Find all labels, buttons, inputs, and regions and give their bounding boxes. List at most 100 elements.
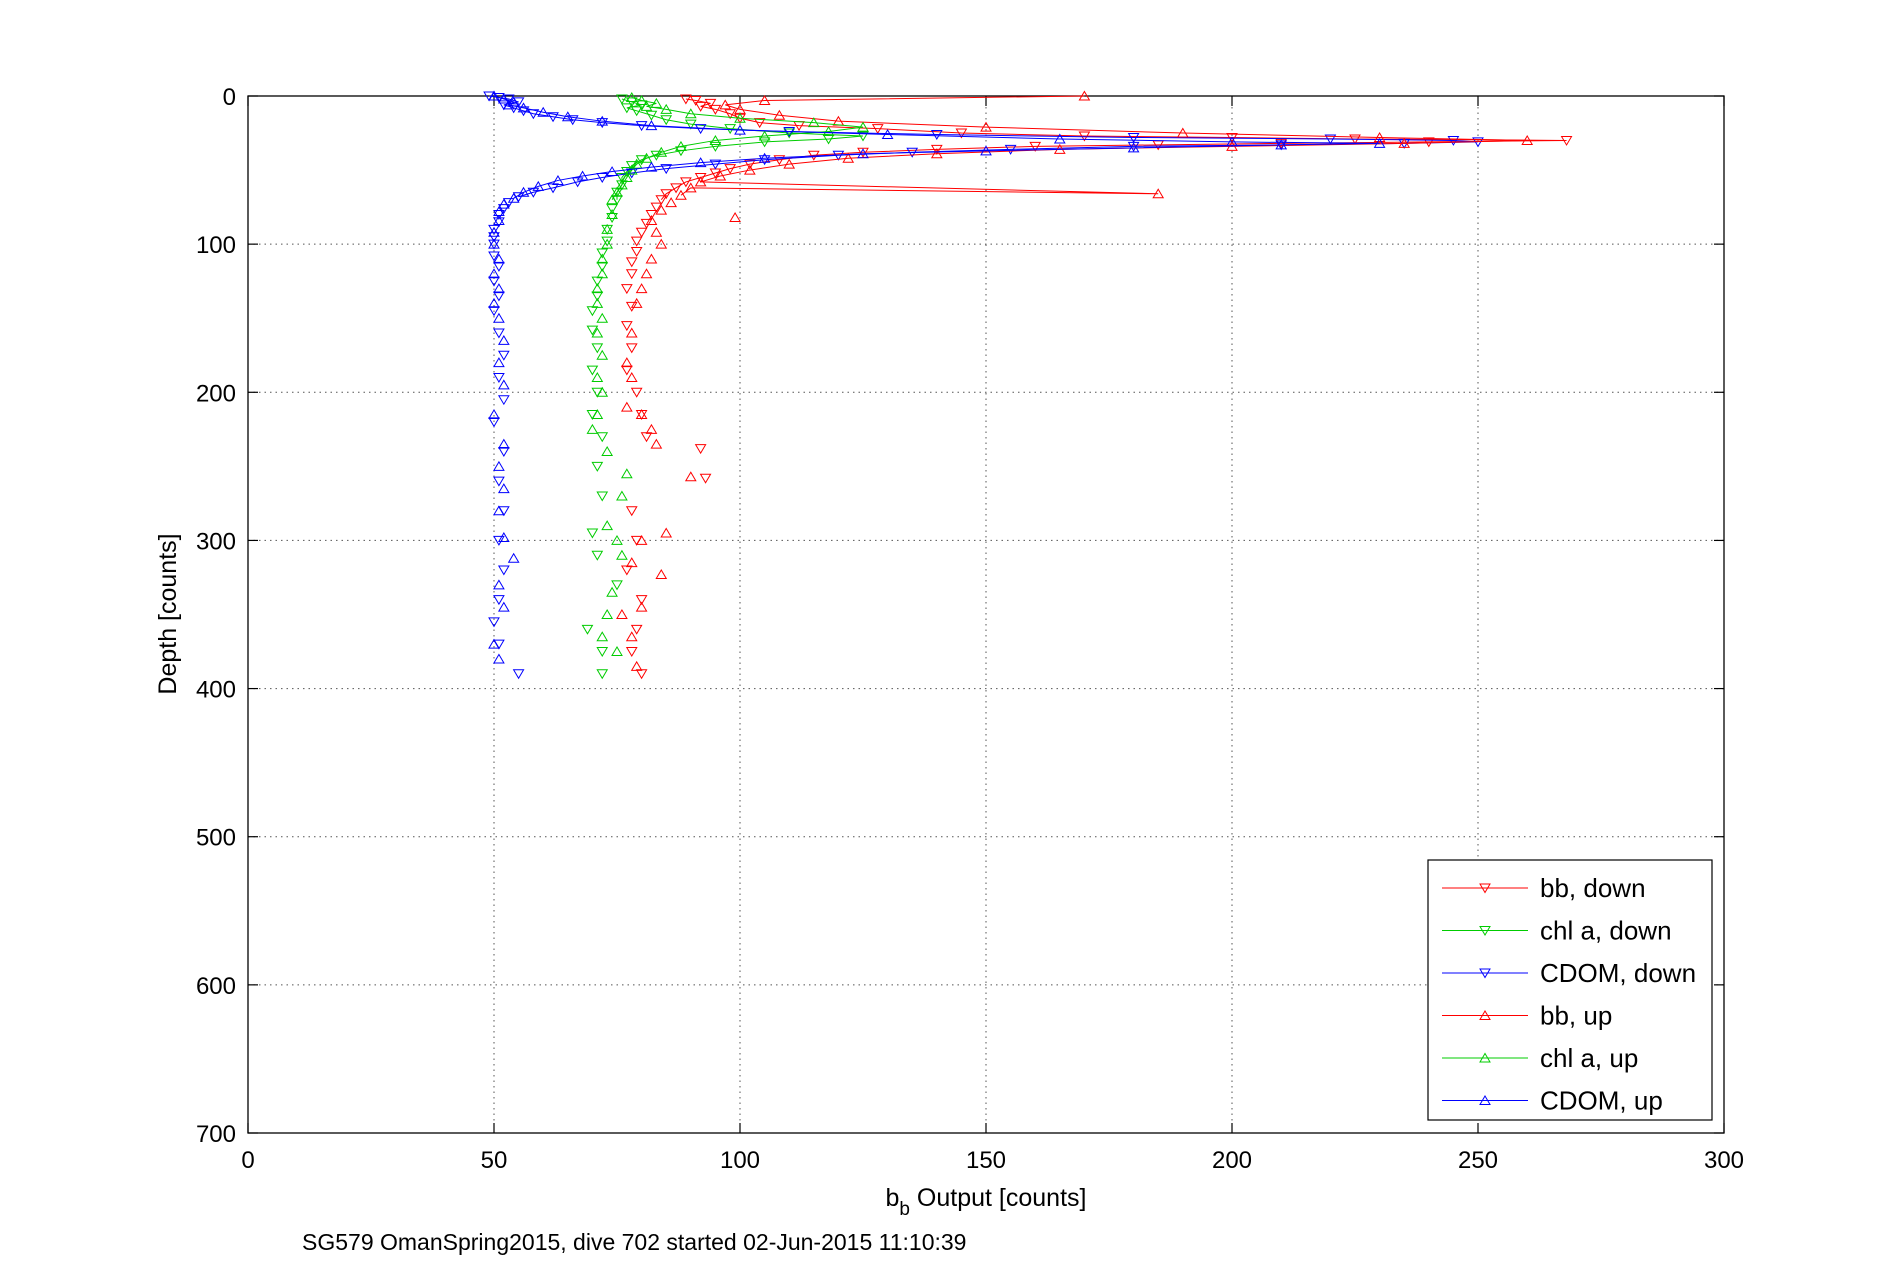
data-point: [596, 115, 609, 126]
data-point: [758, 152, 771, 163]
data-point: [822, 134, 835, 145]
data-point: [502, 99, 515, 110]
data-point: [493, 210, 505, 221]
data-point: [699, 473, 712, 484]
data-point: [660, 103, 673, 114]
data-point: [635, 94, 648, 105]
data-point: [694, 176, 707, 187]
data-point: [497, 204, 510, 215]
series-line: [611, 97, 864, 200]
data-point: [704, 98, 717, 109]
data-point: [493, 291, 505, 302]
data-point: [655, 569, 668, 580]
series-chl-a-up: [586, 91, 869, 657]
data-point: [601, 224, 614, 235]
data-point: [620, 321, 633, 332]
data-point: [488, 224, 500, 235]
data-point: [606, 166, 618, 177]
data-point: [497, 334, 510, 345]
data-point: [1053, 133, 1066, 144]
x-tick-label: 50: [481, 1147, 508, 1174]
data-point: [620, 468, 633, 479]
data-point: [630, 247, 643, 258]
data-point: [640, 268, 653, 279]
data-point: [620, 284, 633, 295]
data-point: [620, 401, 633, 412]
y-tick-label: 600: [196, 973, 236, 1000]
data-point: [1275, 139, 1288, 150]
series-bb-down: [620, 94, 1573, 680]
data-point: [1422, 137, 1435, 148]
data-point: [591, 550, 604, 561]
data-point: [493, 253, 505, 264]
data-point: [601, 446, 614, 457]
data-point: [660, 527, 673, 538]
data-point: [773, 155, 786, 166]
data-point: [930, 148, 943, 159]
data-point: [625, 327, 638, 338]
legend-label: chl a, down: [1540, 916, 1672, 946]
data-point: [645, 120, 658, 131]
data-point: [630, 158, 643, 169]
data-point: [694, 172, 707, 183]
data-point: [1398, 137, 1411, 148]
data-point: [822, 126, 835, 137]
data-point: [743, 159, 756, 170]
data-point: [684, 119, 697, 130]
y-tick-label: 100: [196, 232, 236, 259]
data-point: [783, 158, 796, 169]
data-point: [493, 283, 505, 294]
data-point: [724, 109, 737, 120]
data-point: [620, 171, 633, 182]
data-point: [635, 409, 648, 420]
data-point: [1004, 144, 1017, 155]
y-tick-label: 500: [196, 825, 236, 852]
legend-label: CDOM, down: [1540, 958, 1696, 988]
data-point: [601, 223, 614, 234]
legend-item: CDOM, up: [1442, 1086, 1663, 1116]
data-point: [493, 476, 505, 487]
x-tick-label: 300: [1704, 1147, 1744, 1174]
data-point: [596, 248, 609, 259]
data-point: [606, 204, 618, 215]
data-point: [1127, 142, 1140, 153]
legend-marker: [1479, 883, 1491, 894]
data-point: [680, 94, 692, 105]
data-point: [596, 312, 609, 323]
data-point: [596, 261, 609, 272]
series-bb-up: [616, 90, 1534, 671]
data-point: [493, 535, 505, 546]
y-tick-label: 700: [196, 1121, 236, 1148]
data-series: [483, 90, 1573, 680]
data-point: [694, 124, 707, 135]
legend-item: CDOM, down: [1442, 958, 1696, 988]
data-point: [640, 432, 653, 443]
data-point: [660, 189, 673, 200]
axis-ticks: 0 50 100 150 200 250 300 0 100 200 300 400 500 600 700: [196, 84, 1744, 1174]
data-point: [635, 227, 648, 238]
data-point: [596, 118, 609, 129]
data-point: [596, 253, 609, 264]
data-point: [566, 115, 579, 126]
data-point: [881, 129, 894, 140]
data-point: [586, 528, 599, 539]
data-point: [645, 161, 658, 172]
data-point: [497, 447, 510, 458]
data-point: [493, 312, 505, 323]
data-point: [980, 145, 992, 156]
data-point: [488, 417, 500, 428]
data-point: [571, 177, 584, 188]
data-point: [497, 395, 510, 406]
data-point: [596, 386, 609, 397]
data-point: [625, 257, 638, 268]
y-tick-label: 400: [196, 677, 236, 704]
data-point: [517, 186, 530, 197]
data-point: [655, 146, 668, 157]
data-point: [488, 232, 500, 243]
data-point: [596, 647, 609, 658]
data-point: [640, 218, 653, 229]
legend-label: bb, down: [1540, 873, 1646, 903]
data-point: [601, 238, 614, 249]
legend-marker: [1479, 926, 1491, 936]
data-point: [635, 669, 648, 680]
